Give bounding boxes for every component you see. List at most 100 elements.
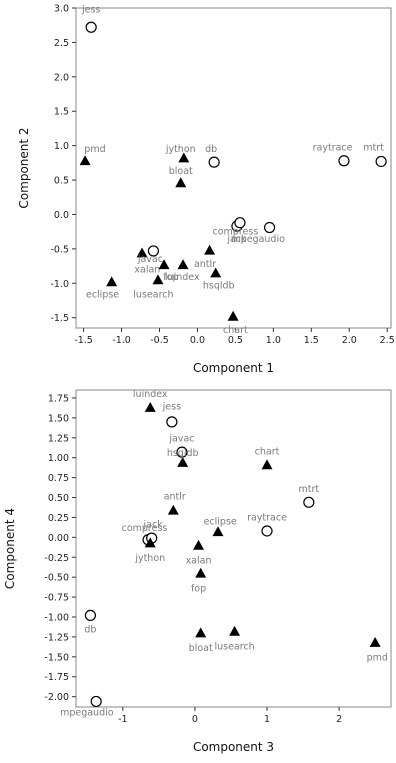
y-tick-label: 1.0 bbox=[54, 141, 69, 152]
point-label: pmd bbox=[84, 144, 105, 155]
point-label: luindex bbox=[133, 389, 168, 400]
y-tick-label: 2.0 bbox=[54, 72, 69, 83]
point-triangle bbox=[195, 568, 206, 578]
y-tick-label: -1.50 bbox=[44, 652, 69, 663]
point-label: jack bbox=[143, 520, 164, 531]
x-tick-label: 1.0 bbox=[266, 335, 281, 346]
y-tick-label: 0.50 bbox=[48, 493, 69, 504]
y-tick-label: -2.00 bbox=[44, 692, 69, 703]
point-label: luindex bbox=[165, 272, 200, 283]
y-tick-label: 1.00 bbox=[48, 453, 69, 464]
point-triangle bbox=[178, 259, 189, 269]
x-tick-label: 1.5 bbox=[304, 335, 319, 346]
point-label: raytrace bbox=[313, 143, 353, 154]
point-label: pmd bbox=[367, 653, 388, 664]
point-triangle bbox=[145, 402, 156, 412]
point-label: bloat bbox=[169, 166, 193, 177]
chart-2: -1 0 1 2-2.00-1.75-1.50-1.25-1.00-0.75-0.50… bbox=[3, 389, 391, 754]
point-label: antlr bbox=[164, 492, 186, 503]
point-triangle bbox=[370, 637, 381, 647]
y-axis-label: Component 2 bbox=[17, 127, 31, 208]
point-circle bbox=[148, 246, 158, 256]
y-tick-label: -1.5 bbox=[50, 313, 69, 324]
y-tick-label: 1.5 bbox=[54, 107, 69, 118]
y-axis-label: Component 4 bbox=[3, 508, 17, 589]
point-label: jython bbox=[165, 144, 196, 155]
x-tick-label: 2.0 bbox=[342, 335, 357, 346]
point-label: jess bbox=[162, 402, 181, 413]
x-tick-label: 0.0 bbox=[190, 335, 205, 346]
y-tick-label: 1.75 bbox=[48, 393, 69, 404]
point-circle bbox=[167, 417, 177, 427]
point-circle bbox=[262, 526, 272, 536]
point-label: xalan bbox=[134, 265, 160, 276]
y-tick-label: -1.0 bbox=[50, 279, 69, 290]
plot-frame bbox=[76, 390, 391, 707]
point-label: fop bbox=[191, 583, 206, 594]
point-triangle bbox=[228, 311, 239, 321]
point-label: hsqldb bbox=[167, 448, 199, 459]
point-label: chart bbox=[223, 325, 248, 336]
point-label: db bbox=[84, 625, 96, 636]
x-tick-label: -1.0 bbox=[112, 335, 131, 346]
point-label: bloat bbox=[189, 643, 213, 654]
point-circle bbox=[265, 223, 275, 233]
point-label: mpegaudio bbox=[60, 708, 114, 719]
x-axis-label: Component 1 bbox=[193, 361, 274, 375]
point-triangle bbox=[195, 627, 206, 637]
point-label: eclipse bbox=[86, 289, 119, 300]
y-tick-label: 1.50 bbox=[48, 413, 69, 424]
point-label: raytrace bbox=[247, 512, 287, 523]
y-tick-label: 0.25 bbox=[48, 513, 69, 524]
y-tick-label: 0.0 bbox=[54, 210, 69, 221]
point-triangle bbox=[175, 177, 186, 187]
point-circle bbox=[91, 696, 101, 706]
x-tick-label: -0.5 bbox=[150, 335, 169, 346]
point-label: xalan bbox=[186, 555, 212, 566]
y-tick-label: 2.5 bbox=[54, 38, 69, 49]
x-axis-label: Component 3 bbox=[193, 740, 274, 754]
x-tick-label: -1 bbox=[118, 714, 127, 725]
y-tick-label: -0.50 bbox=[44, 573, 69, 584]
point-label: mtrt bbox=[363, 143, 384, 154]
point-circle bbox=[304, 497, 314, 507]
y-tick-label: 3.0 bbox=[54, 4, 69, 15]
point-label: javac bbox=[168, 434, 194, 445]
point-triangle bbox=[168, 505, 179, 515]
y-tick-label: -0.5 bbox=[50, 244, 69, 255]
point-circle bbox=[209, 157, 219, 167]
point-triangle bbox=[106, 276, 117, 286]
x-tick-label: 0.5 bbox=[228, 335, 243, 346]
point-label: jython bbox=[134, 553, 165, 564]
x-tick-label: 2 bbox=[336, 714, 342, 725]
point-label: chart bbox=[255, 446, 280, 457]
point-triangle bbox=[262, 459, 273, 469]
x-tick-label: -1.5 bbox=[74, 335, 93, 346]
y-tick-label: -0.75 bbox=[44, 593, 69, 604]
point-circle bbox=[376, 156, 386, 166]
point-label: jess bbox=[81, 4, 100, 15]
point-label: mtrt bbox=[299, 484, 320, 495]
y-tick-label: -0.25 bbox=[44, 553, 69, 564]
point-label: db bbox=[205, 144, 217, 155]
point-triangle bbox=[80, 155, 91, 165]
x-tick-label: 2.5 bbox=[380, 335, 395, 346]
x-tick-label: 1 bbox=[264, 714, 270, 725]
point-triangle bbox=[152, 274, 163, 284]
point-circle bbox=[85, 610, 95, 620]
point-label: antlr bbox=[194, 259, 216, 270]
point-label: hsqldb bbox=[203, 280, 235, 291]
point-label: mpegaudio bbox=[231, 234, 285, 245]
point-label: eclipse bbox=[204, 516, 237, 527]
y-tick-label: 0.5 bbox=[54, 176, 69, 187]
point-label: lusearch bbox=[214, 641, 254, 652]
point-triangle bbox=[229, 626, 240, 636]
point-circle bbox=[86, 22, 96, 32]
y-tick-label: 0.00 bbox=[48, 533, 69, 544]
point-triangle bbox=[204, 245, 215, 255]
y-tick-label: 0.75 bbox=[48, 473, 69, 484]
point-triangle bbox=[193, 540, 204, 550]
point-circle bbox=[235, 218, 245, 228]
point-triangle bbox=[213, 526, 224, 536]
